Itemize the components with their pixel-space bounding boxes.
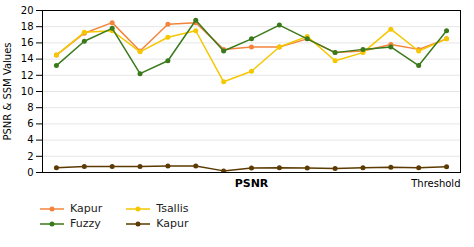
svg-text:2: 2 <box>27 151 33 162</box>
svg-text:20: 20 <box>21 5 34 16</box>
svg-text:8: 8 <box>27 102 33 113</box>
svg-text:PSNR & SSM Values: PSNR & SSM Values <box>2 42 13 140</box>
svg-text:10: 10 <box>21 86 34 97</box>
html-text:Fuzzy: Fuzzy <box>70 217 101 230</box>
svg-text:PSNR: PSNR <box>235 177 269 190</box>
html-text:Tsallis: Tsallis <box>156 202 189 215</box>
svg-text:4: 4 <box>27 134 33 145</box>
svg-text:0: 0 <box>27 167 33 178</box>
svg-text:6: 6 <box>27 118 33 129</box>
svg-text:16: 16 <box>21 37 34 48</box>
svg-text:18: 18 <box>21 21 34 32</box>
svg-text:14: 14 <box>21 53 34 64</box>
html-text:Kapur: Kapur <box>156 217 189 230</box>
svg-text:Threshold: Threshold <box>410 178 460 189</box>
svg-text:12: 12 <box>21 70 34 81</box>
html-text:Kapur: Kapur <box>70 202 103 215</box>
